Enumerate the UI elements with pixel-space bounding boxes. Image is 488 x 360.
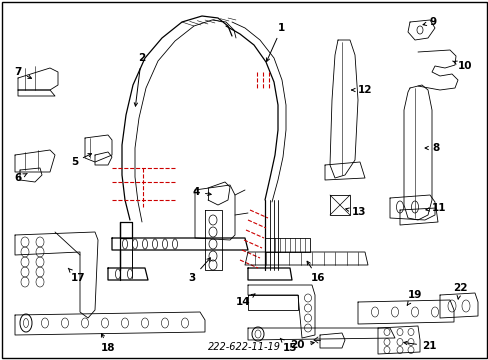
Text: 9: 9 xyxy=(422,17,436,27)
Text: 5: 5 xyxy=(71,154,91,167)
Polygon shape xyxy=(120,222,132,238)
Text: 7: 7 xyxy=(15,67,31,78)
Text: 14: 14 xyxy=(235,294,255,307)
Text: 10: 10 xyxy=(452,61,471,71)
Text: 3: 3 xyxy=(188,258,210,283)
Text: 8: 8 xyxy=(424,143,438,153)
Text: 15: 15 xyxy=(280,338,297,353)
Text: 17: 17 xyxy=(68,268,85,283)
Text: 18: 18 xyxy=(101,333,115,353)
Text: 20: 20 xyxy=(290,340,313,350)
Text: 19: 19 xyxy=(407,290,421,305)
Text: 21: 21 xyxy=(403,341,436,351)
Text: 22: 22 xyxy=(452,283,467,299)
Text: 222-622-11-19: 222-622-11-19 xyxy=(207,342,281,352)
Text: 2: 2 xyxy=(134,53,145,106)
Text: 11: 11 xyxy=(425,203,446,213)
Text: 12: 12 xyxy=(351,85,372,95)
Text: 13: 13 xyxy=(345,207,366,217)
Text: 6: 6 xyxy=(15,173,27,183)
Text: 4: 4 xyxy=(192,187,211,197)
Text: 1: 1 xyxy=(266,23,285,62)
Text: 16: 16 xyxy=(306,261,325,283)
